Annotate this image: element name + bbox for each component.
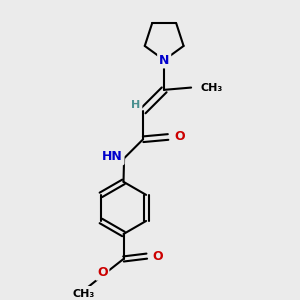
Text: N: N — [159, 54, 169, 67]
Text: O: O — [152, 250, 163, 262]
Text: H: H — [131, 100, 141, 110]
Text: CH₃: CH₃ — [73, 289, 95, 298]
Text: HN: HN — [102, 150, 123, 164]
Text: O: O — [174, 130, 185, 143]
Text: CH₃: CH₃ — [200, 82, 222, 93]
Text: O: O — [97, 266, 108, 279]
